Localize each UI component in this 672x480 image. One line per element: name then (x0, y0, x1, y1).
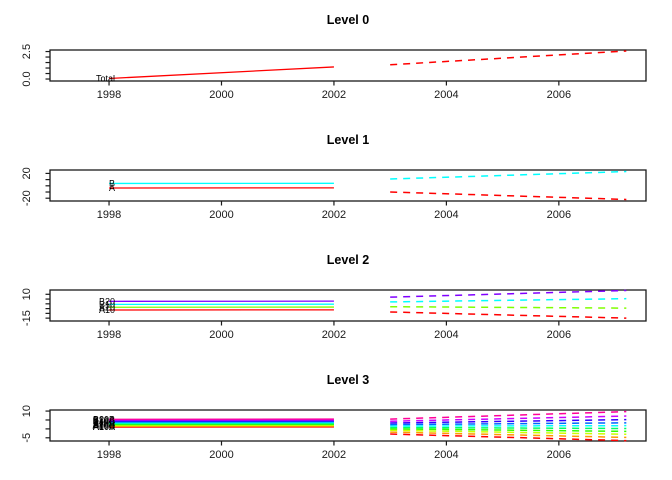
series-forecast-B20B (390, 410, 627, 420)
series-label-A20: A20 (99, 302, 115, 312)
series-forecast-A20 (390, 305, 627, 309)
series-label-A10A: A10A (93, 422, 115, 432)
x-tick-label: 2004 (434, 449, 458, 461)
x-tick-label: 2002 (322, 329, 346, 341)
series-label-A: A (109, 183, 115, 193)
series-label-B20: B20 (99, 296, 115, 306)
series-label-B10A: B10A (93, 418, 115, 428)
x-tick-label: 2004 (434, 209, 458, 221)
series-forecast-B10C (390, 418, 627, 424)
y-tick-label: -20 (21, 190, 33, 206)
series-forecast-B20A (390, 415, 627, 422)
y-tick-label: 10 (21, 405, 33, 417)
series-label-A10: A10 (99, 305, 115, 315)
plot-box (49, 169, 647, 202)
plot-box (49, 409, 647, 442)
y-tick-label: 20 (21, 167, 33, 179)
series-forecast-A10C (390, 429, 627, 435)
series-forecast-A20B (390, 426, 627, 430)
series-label-A20B: A20B (93, 419, 115, 429)
series-label-B20B: B20B (93, 414, 115, 424)
series-forecast-B10 (390, 297, 627, 303)
x-tick-label: 2006 (547, 449, 571, 461)
series-history-Total (109, 66, 334, 80)
series-forecast-A20A (390, 428, 627, 433)
panel-title: Level 0 (327, 13, 369, 27)
x-tick-label: 1998 (97, 329, 121, 341)
series-forecast-B20 (390, 289, 627, 298)
panel-title: Level 2 (327, 253, 369, 267)
panel-level-1: Level 1 1998 2000 2002 2004 2006 -20 20 AB (21, 133, 647, 221)
x-tick-label: 2004 (434, 89, 458, 101)
y-tick-label: -15 (21, 310, 33, 326)
panel-level-2: Level 2 1998 2000 2002 2004 2006 -15 10 A10A20B1… (21, 253, 647, 341)
y-tick-label: 10 (21, 288, 33, 300)
y-tick-label: 0.0 (21, 71, 33, 86)
series-label-A20A: A20A (93, 420, 115, 430)
series-label-B10: B10 (99, 299, 115, 309)
series-label-B10C: B10C (93, 416, 116, 426)
x-tick-label: 2000 (209, 329, 233, 341)
series-label-B20A: B20A (93, 415, 115, 425)
panel-level-3: Level 3 1998 2000 2002 2004 2006 -5 10 A10AA10BA… (21, 373, 647, 461)
x-tick-label: 1998 (97, 89, 121, 101)
x-tick-label: 2006 (547, 329, 571, 341)
x-tick-label: 1998 (97, 449, 121, 461)
x-tick-label: 2006 (547, 89, 571, 101)
series-forecast-A10B (390, 431, 627, 439)
series-forecast-B10B (390, 422, 627, 426)
x-tick-label: 2002 (322, 209, 346, 221)
series-forecast-Total (390, 50, 627, 66)
x-tick-label: 2000 (209, 449, 233, 461)
panel-title: Level 1 (327, 133, 369, 147)
series-forecast-A (390, 191, 627, 201)
x-tick-label: 2000 (209, 209, 233, 221)
x-tick-label: 1998 (97, 209, 121, 221)
series-label-A10C: A10C (93, 421, 116, 431)
y-tick-label: -5 (21, 433, 33, 443)
series-label-Total: Total (96, 73, 115, 83)
x-tick-label: 2006 (547, 209, 571, 221)
series-label-B: B (109, 178, 115, 188)
series-forecast-A10 (390, 311, 627, 319)
series-label-B10B: B10B (93, 417, 115, 427)
x-tick-label: 2002 (322, 89, 346, 101)
x-tick-label: 2004 (434, 329, 458, 341)
series-label-A10B: A10B (93, 421, 115, 431)
series-forecast-A10A (390, 433, 627, 442)
x-tick-label: 2000 (209, 89, 233, 101)
plot-box (49, 49, 647, 82)
x-tick-label: 2002 (322, 449, 346, 461)
plot-box (49, 289, 647, 322)
panel-title: Level 3 (327, 373, 369, 387)
y-tick-label: 2.5 (21, 44, 33, 59)
series-forecast-B (390, 170, 627, 180)
panel-level-0: Level 0 1998 2000 2002 2004 2006 0.0 2.5 Total (21, 13, 647, 101)
